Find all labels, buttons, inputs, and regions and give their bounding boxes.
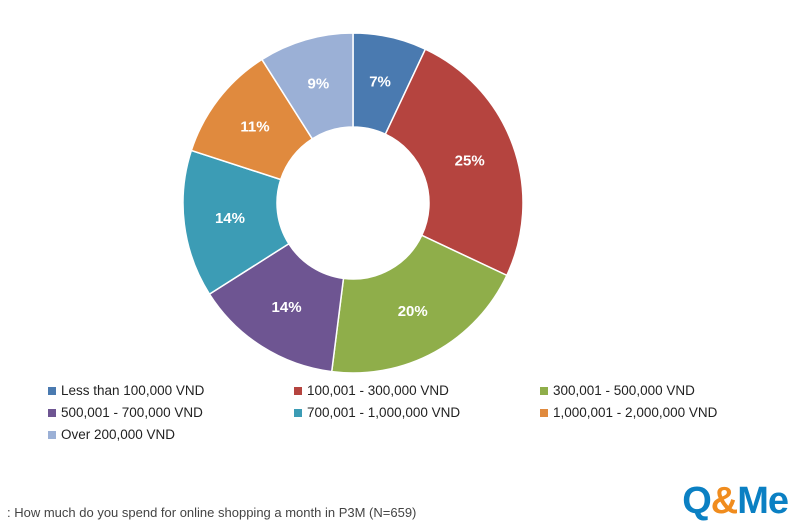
legend-swatch bbox=[294, 386, 302, 395]
legend-label: 300,001 - 500,000 VND bbox=[553, 383, 695, 398]
legend-swatch bbox=[48, 408, 56, 417]
chart-caption: : How much do you spend for online shopp… bbox=[7, 505, 417, 520]
slice-label: 9% bbox=[308, 75, 330, 92]
legend-item: Less than 100,000 VND bbox=[48, 381, 294, 400]
slice-label: 11% bbox=[240, 118, 269, 135]
legend-item: 1,000,001 - 2,000,000 VND bbox=[540, 403, 786, 422]
slice-label: 14% bbox=[272, 299, 302, 316]
qme-logo: Q&Me bbox=[682, 480, 789, 522]
legend-swatch bbox=[48, 430, 56, 439]
legend-label: Over 200,000 VND bbox=[61, 427, 176, 442]
legend-item: 100,001 - 300,000 VND bbox=[294, 381, 540, 400]
slice-label: 20% bbox=[398, 303, 428, 320]
legend-label: Less than 100,000 VND bbox=[61, 383, 205, 398]
legend-item: 300,001 - 500,000 VND bbox=[540, 381, 786, 400]
slice-label: 25% bbox=[455, 152, 485, 169]
slice-label: 14% bbox=[215, 210, 245, 227]
donut-slice bbox=[330, 234, 508, 374]
legend-swatch bbox=[540, 408, 548, 417]
legend-label: 100,001 - 300,000 VND bbox=[307, 383, 449, 398]
donut-slice bbox=[384, 48, 524, 277]
legend-item: 500,001 - 700,000 VND bbox=[48, 403, 294, 422]
legend-label: 500,001 - 700,000 VND bbox=[61, 405, 203, 420]
legend-swatch bbox=[540, 386, 548, 395]
legend-item: Over 200,000 VND bbox=[48, 425, 294, 444]
legend: Less than 100,000 VND 100,001 - 300,000 V… bbox=[48, 381, 788, 444]
legend-swatch bbox=[294, 408, 302, 417]
legend-item: 700,001 - 1,000,000 VND bbox=[294, 403, 540, 422]
donut-chart: 7% 25% 20% 14% 14% 11% 9% bbox=[182, 32, 524, 374]
slice-label: 7% bbox=[369, 73, 391, 90]
donut-slice bbox=[260, 32, 354, 140]
legend-swatch bbox=[48, 386, 56, 395]
legend-label: 700,001 - 1,000,000 VND bbox=[307, 405, 461, 420]
legend-label: 1,000,001 - 2,000,000 VND bbox=[553, 405, 718, 420]
